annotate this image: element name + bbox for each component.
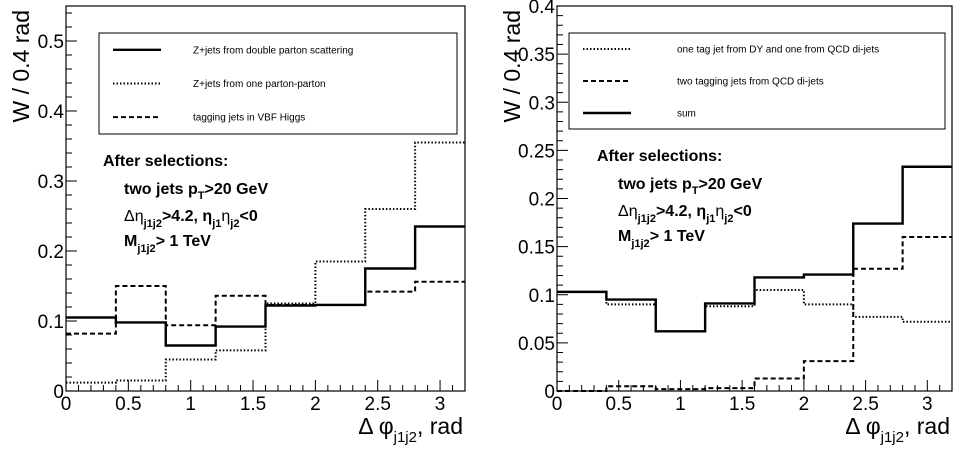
x-axis-label-unit: , rad [417,413,463,439]
legend-label: one tag jet from DY and one from QCD di-… [677,45,879,56]
annotation-line-1: two jets pT>20 GeV [618,176,762,197]
legend-label: tagging jets in VBF Higgs [193,113,305,124]
y-tick-label: 0 [53,382,64,403]
y-tick-label: 0.3 [38,172,64,193]
annotation-text: η [221,208,230,225]
annotation-text: Δη [124,208,144,225]
annotation-text: <0 [239,208,257,225]
y-tick-label: 0.5 [38,32,64,53]
y-tick-label: 0.4 [529,0,556,18]
y-tick-label: 0.2 [38,242,64,263]
annotation-line-1: two jets pT>20 GeV [124,181,268,202]
annotation: After selections:two jets pT>20 GeVΔηj1j… [597,148,762,250]
x-tick-label: 0.5 [115,394,141,415]
legend-label: two tagging jets from QCD di-jets [677,77,824,88]
annotation-sub: T [692,185,699,197]
x-tick-label: 0.5 [606,394,632,415]
annotation-sub: j1j2 [143,218,162,230]
annotation-sub: T [198,190,205,202]
x-tick-label: 1 [675,394,686,415]
x-tick-label: 3 [435,394,446,415]
annotation-text: η [715,203,724,220]
y-tick-label: 0.4 [38,102,65,123]
series-line-2 [66,280,465,335]
legend-label: Z+jets from double parton scattering [193,45,353,56]
x-axis-label-main: Δ φ [358,413,393,439]
annotation-text: > 1 TeV [650,228,706,245]
legend-label: Z+jets from one parton-parton [193,79,326,90]
y-tick-label: 0.1 [529,286,555,307]
x-tick-label: 0 [552,394,563,415]
y-axis-label: W / 0.4 rad [499,10,525,122]
annotation-text: <0 [733,203,751,220]
annotation-sub: j1j2 [136,243,155,255]
legend: Z+jets from double parton scattering Z+je… [98,32,458,135]
x-tick-label: 1 [185,394,196,415]
x-tick-label: 1.5 [729,394,755,415]
annotation-line-3: Mj1j2> 1 TeV [124,233,211,255]
y-tick-label: 0.2 [529,190,555,211]
x-axis-ticks [65,380,466,391]
annotation-sub: j1j2 [637,213,656,225]
x-tick-label: 2.5 [852,394,878,415]
left-panel: 0 0.5 1 1.5 2 2.5 300.10.20.30.40.5W / 0.4 rad… [8,5,466,446]
annotation-text: M [618,228,631,245]
annotation-line-3: Mj1j2> 1 TeV [618,228,705,250]
annotation-text: two jets p [618,176,692,193]
annotation-sub: j1 [211,218,221,230]
y-tick-label: 0.35 [518,45,555,66]
y-axis-ticks [66,12,77,392]
annotation-text: >20 GeV [699,176,763,193]
right-panel: 0 0.5 1 1.5 2 2.5 3 0 0.05 0.1 0.15 0.2 0.25 0.3 0.35 0… [499,0,953,446]
x-axis-label-sub: j1j2 [393,429,417,446]
x-tick-label: 0 [61,394,72,415]
annotation-text: M [124,233,137,250]
series-line-1 [66,141,465,384]
x-axis-label: Δ φj1j2, rad [845,413,950,446]
x-axis-label: Δ φj1j2, rad [358,413,463,446]
annotation-text: Δη [618,203,638,220]
y-axis-ticks [557,5,568,392]
x-tick-label: 2 [310,394,321,415]
annotation-text: >4.2, η [656,203,706,220]
annotation-text: >4.2, η [162,208,212,225]
annotation-line-2: Δηj1j2>4.2, ηj1ηj2<0 [124,208,258,230]
legend: one tag jet from DY and one from QCD di-… [568,32,946,130]
y-tick-label: 0 [544,382,555,403]
annotation: After selections:two jets pT>20 GeVΔηj1j… [103,153,268,255]
annotation-text: > 1 TeV [156,233,212,250]
legend-box [568,32,946,130]
x-axis-label-unit: , rad [904,413,950,439]
legend-label: sum [677,109,696,120]
x-tick-label: 3 [922,394,933,415]
y-tick-label: 0.05 [518,334,555,355]
y-axis-label: W / 0.4 rad [8,10,34,122]
annotation-text: >20 GeV [205,181,269,198]
annotation-text: two jets p [124,181,198,198]
x-axis-label-main: Δ φ [845,413,880,439]
annotation-sub: j1 [705,213,715,225]
x-tick-label: 2 [799,394,810,415]
annotation-sub: j1j2 [630,238,649,250]
series-line-2 [557,165,952,333]
x-tick-label: 1.5 [240,394,266,415]
series-line-1 [557,236,952,392]
y-tick-label: 0.25 [518,141,555,162]
y-tick-label: 0.15 [518,238,555,259]
y-tick-label: 0.3 [529,93,555,114]
y-tick-label: 0.1 [38,312,64,333]
annotation-title: After selections: [597,148,722,165]
annotation-sub: j2 [229,218,239,230]
x-axis-label-sub: j1j2 [880,429,904,446]
x-tick-label: 2.5 [365,394,391,415]
annotation-sub: j2 [723,213,733,225]
annotation-line-2: Δηj1j2>4.2, ηj1ηj2<0 [618,203,752,225]
annotation-title: After selections: [103,153,228,170]
x-axis-ticks [556,380,953,391]
